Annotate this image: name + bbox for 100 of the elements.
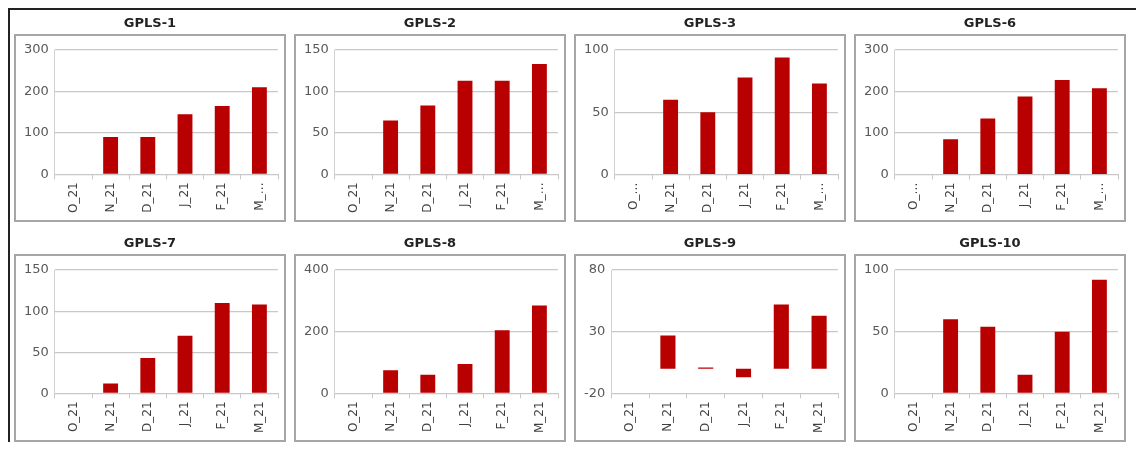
bar	[773, 304, 789, 369]
x-tick-label: D_21	[139, 401, 154, 432]
y-tick-label: 0	[320, 165, 329, 181]
bar	[383, 370, 399, 393]
bar	[980, 326, 996, 393]
x-tick-label: J_21	[735, 401, 750, 428]
x-tick-label: N_21	[102, 182, 117, 213]
y-tick-label: 400	[303, 261, 329, 277]
x-tick-label: J_21	[177, 401, 192, 428]
y-tick-label: 150	[303, 41, 329, 57]
bar	[700, 112, 716, 174]
bar	[177, 114, 193, 174]
bar	[140, 137, 156, 174]
bar	[177, 335, 193, 393]
x-tick-label: F_21	[494, 401, 509, 430]
chart-title: GPLS-10	[959, 234, 1021, 252]
x-tick-label: O_…	[905, 182, 920, 210]
bar	[1091, 279, 1107, 393]
x-tick-label: J_21	[457, 182, 472, 209]
bar	[103, 383, 119, 393]
x-tick-label: D_21	[697, 401, 712, 432]
x-tick-label: O_21	[65, 401, 80, 433]
chart-title: GPLS-2	[403, 14, 457, 32]
chart-title: GPLS-1	[123, 14, 177, 32]
y-tick-label: 0	[320, 384, 329, 400]
x-tick-label: N_21	[942, 401, 957, 432]
x-tick-label: N_21	[382, 182, 397, 213]
bar	[140, 358, 156, 393]
y-tick-label: 80	[588, 261, 606, 277]
x-tick-label: J_21	[457, 401, 472, 428]
x-tick-label: O_…	[625, 182, 640, 210]
bar	[457, 80, 473, 174]
y-tick-label: 50	[592, 103, 609, 119]
y-tick-label: 300	[863, 41, 889, 57]
bar	[494, 330, 510, 393]
bar	[811, 83, 827, 174]
bar	[251, 304, 267, 393]
bar	[663, 99, 679, 174]
x-tick-label: F_21	[214, 182, 229, 211]
x-tick-label: D_21	[699, 182, 714, 214]
x-tick-label: M_21	[811, 401, 826, 433]
x-tick-label: N_21	[942, 182, 957, 213]
x-tick-label: M_…	[1091, 182, 1106, 211]
bar	[774, 57, 790, 174]
x-tick-label: D_21	[979, 401, 994, 432]
bar	[214, 105, 230, 174]
y-tick-label: 100	[583, 41, 609, 57]
y-tick-label: 300	[23, 41, 49, 57]
y-tick-label: 200	[23, 82, 49, 98]
chart-title: GPLS-3	[683, 14, 737, 32]
y-tick-label: 30	[588, 323, 606, 339]
y-tick-label: 100	[863, 261, 889, 277]
bar	[943, 139, 959, 174]
bar	[420, 105, 436, 174]
bar	[737, 77, 753, 174]
bar	[531, 305, 547, 393]
x-tick-label: O_21	[345, 401, 360, 433]
y-tick-label: 0	[40, 165, 49, 181]
x-tick-label: O_21	[622, 401, 637, 433]
x-tick-label: O_21	[65, 182, 80, 213]
x-tick-label: D_21	[419, 401, 434, 432]
chart-title: GPLS-7	[123, 234, 177, 252]
y-tick-label: 50	[312, 124, 329, 140]
x-tick-label: F_21	[1054, 182, 1069, 211]
y-tick-label: 100	[23, 124, 49, 140]
x-tick-label: D_21	[979, 182, 994, 214]
x-tick-label: N_21	[660, 401, 675, 432]
y-tick-label: 150	[23, 261, 49, 277]
bar	[214, 302, 230, 393]
x-tick-label: M_21	[251, 401, 266, 433]
y-tick-label: 200	[863, 82, 889, 98]
x-tick-label: M_21	[531, 401, 546, 433]
bar	[811, 315, 827, 369]
y-tick-label: 50	[872, 323, 889, 339]
y-tick-label: 100	[303, 82, 329, 98]
y-tick-label: 100	[863, 124, 889, 140]
x-tick-label: J_21	[737, 182, 752, 209]
x-tick-label: M_…	[251, 182, 266, 211]
bar	[1017, 96, 1033, 174]
bar	[103, 137, 119, 174]
x-tick-label: M_…	[531, 182, 546, 211]
x-tick-label: D_21	[419, 182, 434, 213]
bar	[457, 364, 473, 393]
x-tick-label: J_21	[177, 182, 192, 209]
bar	[1017, 374, 1033, 393]
chart-title: GPLS-8	[403, 234, 457, 252]
bar	[735, 368, 752, 378]
y-tick-label: 100	[23, 302, 49, 318]
bar	[1054, 331, 1070, 393]
y-tick-label: 0	[880, 165, 889, 181]
x-tick-label: M_21	[1091, 401, 1106, 433]
y-tick-label: 0	[600, 165, 609, 181]
x-tick-label: N_21	[102, 401, 117, 432]
x-tick-label: F_21	[1054, 401, 1069, 430]
y-tick-label: -20	[584, 384, 606, 400]
x-tick-label: N_21	[382, 401, 397, 432]
bar	[1091, 88, 1107, 174]
chart-title: GPLS-6	[963, 14, 1017, 32]
x-tick-label: O_21	[905, 401, 920, 433]
y-tick-label: 50	[32, 343, 49, 359]
